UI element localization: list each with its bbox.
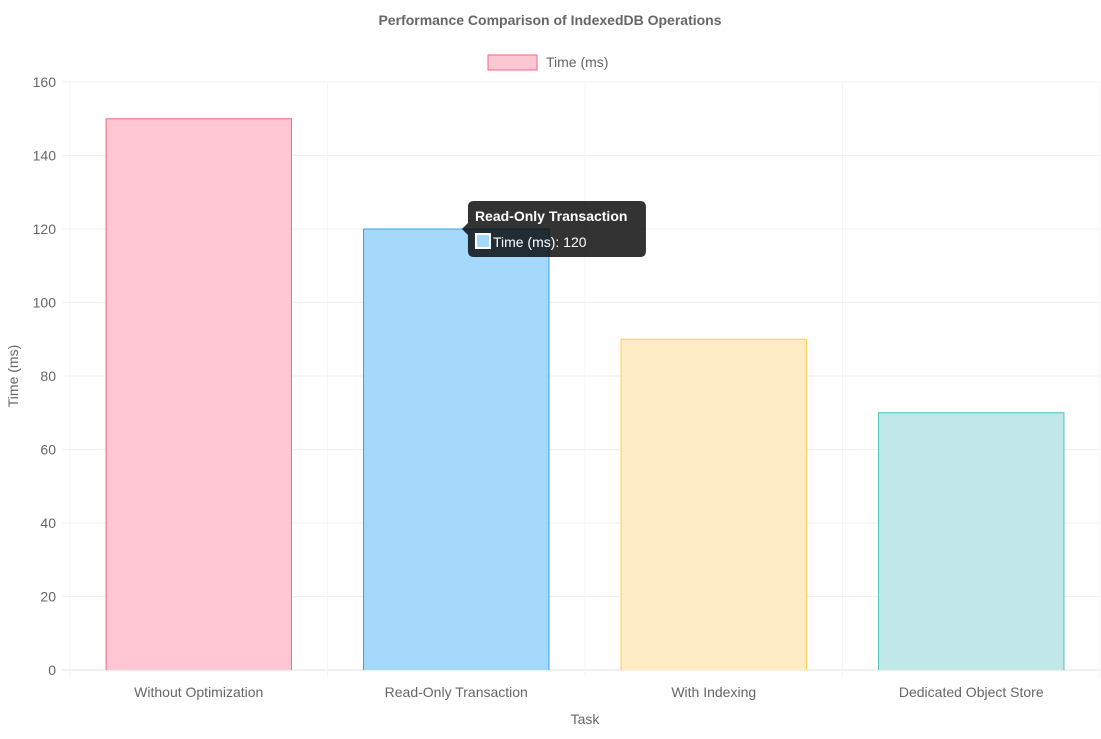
bar-border [105,118,292,670]
tooltip: Read-Only Transaction Time (ms): 120 [461,201,646,257]
bar[interactable] [363,229,549,670]
y-axis-title: Time (ms) [5,345,21,407]
x-tick-label: Dedicated Object Store [899,684,1044,700]
y-tick-label: 100 [33,295,57,311]
legend[interactable]: Time (ms) [487,54,608,71]
tooltip-title: Read-Only Transaction [475,208,627,224]
y-tick-label: 80 [40,368,56,384]
y-tick-label: 140 [33,148,57,164]
tooltip-label: Time (ms): 120 [493,234,587,250]
bar[interactable] [621,339,807,670]
tooltip-box [461,201,646,257]
y-tick-label: 20 [40,589,56,605]
bar-border [620,338,807,670]
y-tick-label: 160 [33,74,57,90]
bar-border [878,412,1065,670]
bar[interactable] [878,412,1064,670]
x-axis-title: Task [571,711,601,727]
bar-border [363,228,550,670]
axes: 0 20 40 60 80 100 120 140 160 Without Optimizatio… [33,74,1044,700]
y-tick-label: 0 [48,662,56,678]
x-tick-label: Read-Only Transaction [385,684,528,700]
bars [105,118,1065,670]
tooltip-swatch [474,233,491,249]
legend-label: Time (ms) [546,54,608,70]
x-tick-label: With Indexing [671,684,756,700]
x-tick-label: Without Optimization [134,684,263,700]
y-tick-label: 40 [40,515,56,531]
y-tick-label: 120 [33,221,57,237]
legend-swatch [487,54,538,71]
bar[interactable] [106,118,292,670]
y-tick-label: 60 [40,442,56,458]
chart-title: Performance Comparison of IndexedDB Oper… [378,12,721,28]
